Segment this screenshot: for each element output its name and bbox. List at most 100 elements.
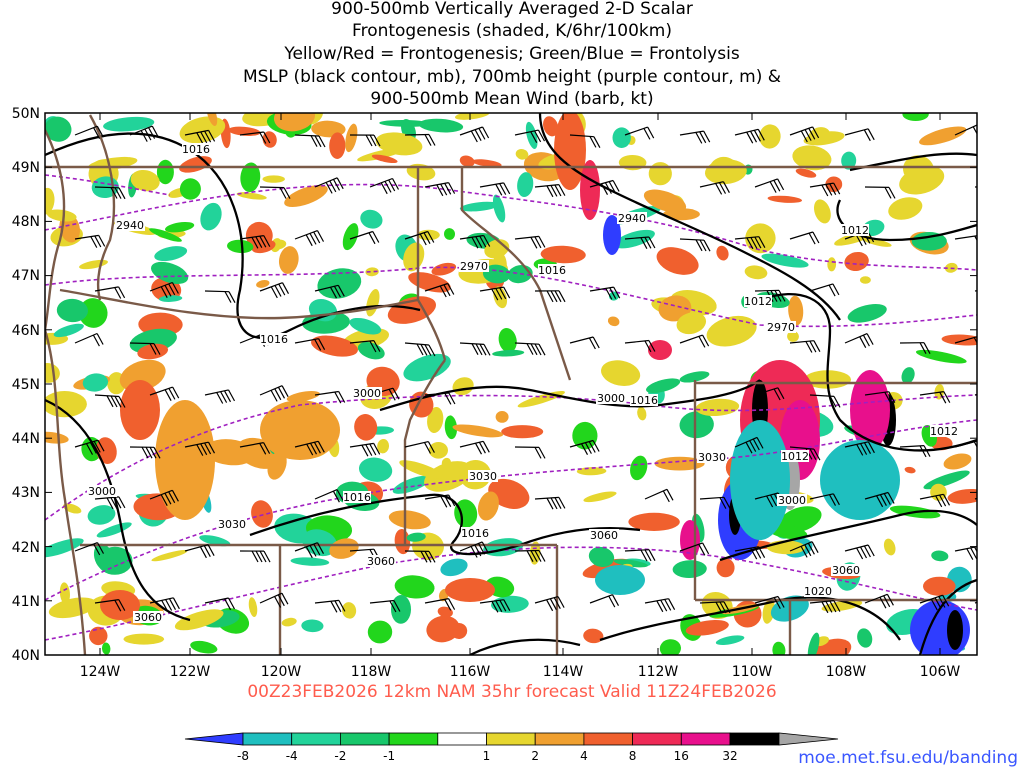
svg-text:3000: 3000 [597, 392, 625, 405]
height-label: 2970 [766, 321, 796, 334]
colorbar-box [486, 732, 536, 746]
colorbar: -8 -4 -2 -1 1 2 4 8 16 32 [184, 732, 839, 763]
border-or-wa [59, 288, 419, 320]
contour-labels: 1016 1016 1016 1016 1016 1016 1012 1012 … [87, 143, 958, 624]
colorbar-label: 4 [580, 749, 588, 763]
valid-time-caption: 00Z23FEB2026 12km NAM 35hr forecast Vali… [247, 682, 777, 702]
colorbar-label: 1 [483, 749, 491, 763]
border-id-mt [460, 167, 572, 381]
title-line-1: 900-500mb Vertically Averaged 2-D Scalar [331, 0, 693, 19]
mslp-contour-i [719, 509, 977, 562]
svg-text:1016: 1016 [260, 333, 288, 346]
height-label: 2970 [459, 260, 489, 273]
svg-text:1020: 1020 [804, 585, 832, 598]
svg-text:1012: 1012 [781, 450, 809, 463]
lat-label: 48N [12, 214, 40, 230]
wind-barbs [74, 124, 977, 614]
height-label: 3030 [468, 470, 498, 483]
height-label: 3060 [133, 611, 163, 624]
svg-text:1016: 1016 [538, 264, 566, 277]
height-contour-2970 [45, 266, 977, 328]
lat-label: 40N [12, 648, 40, 664]
lat-label: 44N [12, 431, 40, 447]
mslp-label: 1016 [182, 143, 210, 156]
title-line-4: MSLP (black contour, mb), 700mb height (… [242, 67, 782, 87]
colorbar-boxes [242, 732, 780, 746]
lat-label: 45N [12, 377, 40, 393]
mslp-label: 1016 [538, 264, 566, 277]
height-label: 2940 [617, 212, 647, 225]
svg-text:1016: 1016 [182, 143, 210, 156]
mslp-contour-d [379, 379, 761, 412]
colorbar-box [437, 732, 487, 746]
credit-link[interactable]: moe.met.fsu.edu/banding [798, 748, 1018, 768]
svg-text:2940: 2940 [116, 219, 144, 232]
svg-text:1016: 1016 [461, 527, 489, 540]
colorbar-box [388, 732, 439, 746]
height-label: 3000 [352, 387, 382, 400]
mslp-label: 1016 [461, 527, 489, 540]
mslp-label: 1016 [630, 394, 658, 407]
lon-label: 120W [261, 664, 302, 680]
height-contour-3060 [45, 546, 977, 641]
height-contour-3000 [45, 394, 977, 521]
lon-label: 122W [170, 664, 211, 680]
coast-wa [45, 129, 66, 331]
lon-label: 114W [543, 664, 584, 680]
lon-label: 110W [732, 664, 773, 680]
title-line-5: 900-500mb Mean Wind (barb, kt) [370, 89, 654, 109]
colorbar-label: 32 [722, 749, 737, 763]
height-label: 3060 [589, 529, 619, 542]
title-line-2: Frontogenesis (shaded, K/6hr/100km) [352, 21, 672, 41]
svg-text:1012: 1012 [841, 224, 869, 237]
colorbar-label: -1 [383, 749, 395, 763]
svg-text:1016: 1016 [343, 491, 371, 504]
colorbar-label: -8 [237, 749, 249, 763]
coast-puget [88, 114, 116, 301]
svg-text:3030: 3030 [698, 451, 726, 464]
mslp-label: 1016 [343, 491, 371, 504]
mslp-label: 1020 [804, 585, 832, 598]
svg-text:1012: 1012 [930, 425, 958, 438]
lon-label: 106W [920, 664, 961, 680]
colorbar-box [339, 732, 390, 746]
lat-label: 41N [12, 594, 40, 610]
svg-text:3000: 3000 [353, 387, 381, 400]
lon-label: 112W [638, 664, 679, 680]
colorbar-label: -4 [286, 749, 298, 763]
height-contour-3000b [45, 174, 171, 196]
colorbar-box [534, 732, 585, 746]
colorbar-label: -2 [334, 749, 346, 763]
colorbar-box [729, 732, 780, 746]
mslp-label: 1012 [841, 224, 869, 237]
colorbar-box [291, 732, 341, 746]
lon-label: 118W [351, 664, 392, 680]
axis-ticks [45, 112, 977, 656]
height-label: 3060 [366, 555, 396, 568]
mslp-label: 1012 [781, 450, 809, 463]
colorbar-label: 16 [674, 749, 689, 763]
lat-label: 46N [12, 323, 40, 339]
lon-label: 116W [450, 664, 491, 680]
border-wa-id [416, 167, 447, 361]
svg-text:2940: 2940 [618, 212, 646, 225]
border-id-or [403, 359, 446, 545]
svg-text:3060: 3060 [590, 529, 618, 542]
height-label: 2940 [115, 219, 145, 232]
frontogenesis-shading [45, 113, 977, 655]
colorbar-box [680, 732, 731, 746]
height-label: 3060 [831, 564, 861, 577]
lat-label: 50N [12, 106, 40, 122]
colorbar-high-triangle [778, 732, 839, 746]
svg-text:3060: 3060 [367, 555, 395, 568]
lat-label: 43N [12, 485, 40, 501]
svg-text:1012: 1012 [744, 295, 772, 308]
colorbar-box [632, 732, 682, 746]
colorbar-label: 8 [629, 749, 637, 763]
colorbar-labels: -8 -4 -2 -1 1 2 4 8 16 32 [237, 749, 738, 763]
svg-text:2970: 2970 [767, 321, 795, 334]
mslp-contour-c [249, 493, 641, 556]
colorbar-low-triangle [184, 732, 244, 746]
lat-label: 49N [12, 160, 40, 176]
